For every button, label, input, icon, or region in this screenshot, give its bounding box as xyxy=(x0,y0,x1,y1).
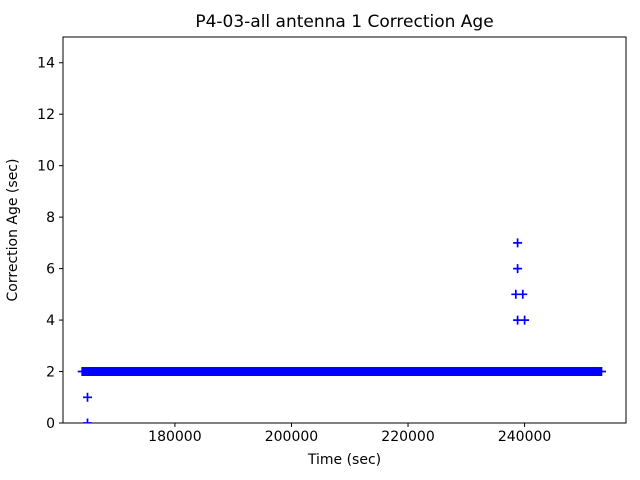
x-axis-ticks: 180000 200000 220000 240000 xyxy=(148,423,551,445)
y-tick-label: 12 xyxy=(37,107,55,123)
x-tick-label: 240000 xyxy=(498,429,551,445)
y-tick-label: 8 xyxy=(46,210,55,226)
y-tick-label: 14 xyxy=(37,56,55,72)
y-tick-label: 4 xyxy=(46,313,55,329)
x-tick-label: 220000 xyxy=(381,429,434,445)
x-tick-label: 180000 xyxy=(148,429,201,445)
y-tick-label: 6 xyxy=(46,262,55,278)
y-tick-label: 0 xyxy=(46,416,55,432)
x-tick-label: 200000 xyxy=(265,429,318,445)
y-tick-label: 10 xyxy=(37,159,55,175)
plot-frame xyxy=(62,36,627,424)
chart-title: P4-03-all antenna 1 Correction Age xyxy=(195,12,493,32)
y-axis-ticks: 0 2 4 6 8 10 12 14 xyxy=(37,56,63,432)
scatter-plus-markers xyxy=(77,238,606,423)
x-axis-label: Time (sec) xyxy=(307,452,381,468)
y-axis-label: Correction Age (sec) xyxy=(5,159,21,302)
y-tick-label: 2 xyxy=(46,365,55,381)
